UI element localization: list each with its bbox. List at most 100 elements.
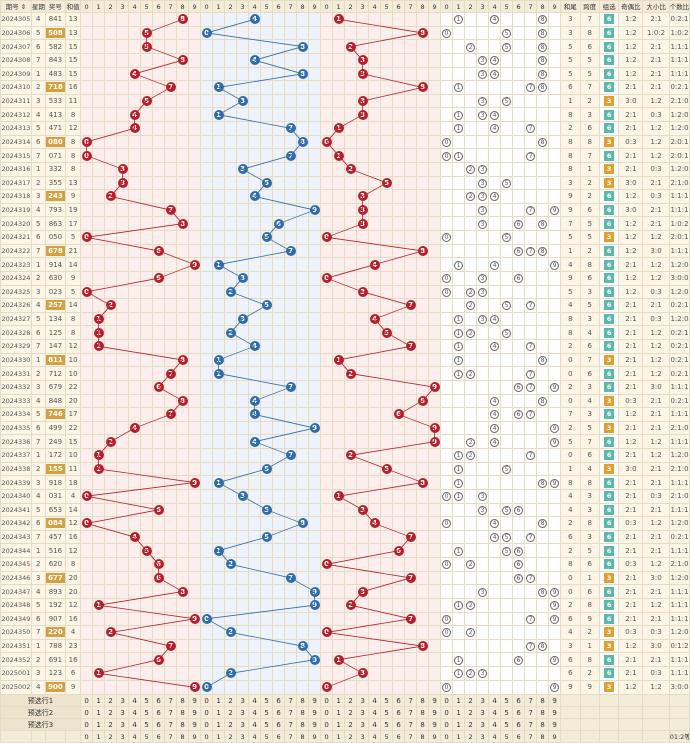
preselect-cell[interactable]: 7 [284, 718, 298, 731]
preselect-cell[interactable]: 6 [152, 694, 166, 707]
preselect-cell[interactable]: 1 [92, 718, 106, 731]
preselect-cell[interactable]: 4 [488, 694, 502, 707]
preselect-cell[interactable]: 0 [200, 694, 214, 707]
preselect-cell[interactable]: 3 [116, 706, 130, 719]
preselect-cell[interactable]: 1 [332, 694, 346, 707]
preselect-cell[interactable]: 3 [236, 718, 250, 731]
preselect-cell[interactable]: 2 [224, 694, 238, 707]
preselect-cell[interactable]: 4 [488, 718, 502, 731]
preselect-cell[interactable]: 5 [260, 718, 274, 731]
preselect-cell[interactable]: 9 [308, 694, 322, 707]
preselect-cell[interactable]: 2 [344, 694, 358, 707]
preselect-cell[interactable]: 0 [320, 706, 334, 719]
preselect-cell[interactable]: 5 [380, 694, 394, 707]
preselect-cell[interactable]: 6 [392, 718, 406, 731]
preselect-cell[interactable]: 8 [536, 706, 550, 719]
preselect-cell[interactable]: 4 [128, 718, 142, 731]
preselect-cell[interactable]: 0 [320, 694, 334, 707]
preselect-cell[interactable]: 6 [512, 694, 526, 707]
preselect-cell[interactable]: 4 [368, 694, 382, 707]
preselect-cell[interactable]: 6 [152, 706, 166, 719]
preselect-cell[interactable]: 5 [260, 694, 274, 707]
preselect-cell[interactable]: 7 [164, 718, 178, 731]
preselect-cell[interactable]: 9 [188, 706, 202, 719]
header-issue[interactable]: 期号 ⇕ [0, 0, 32, 13]
preselect-cell[interactable]: 1 [452, 706, 466, 719]
preselect-row[interactable]: 预选行3 0 1 2 3 4 5 6 7 8 9 0 1 2 3 4 5 6 7 8 9 0 1 2 3 4 5 6 7 8 9 0 1 2 3 4 5… [0, 718, 690, 731]
preselect-cell[interactable]: 4 [368, 706, 382, 719]
preselect-cell[interactable]: 5 [500, 718, 514, 731]
preselect-cell[interactable]: 4 [128, 706, 142, 719]
preselect-cell[interactable]: 0 [80, 706, 94, 719]
preselect-cell[interactable]: 8 [536, 694, 550, 707]
preselect-cell[interactable]: 1 [332, 706, 346, 719]
preselect-cell[interactable]: 5 [140, 718, 154, 731]
preselect-cell[interactable]: 1 [92, 694, 106, 707]
preselect-cell[interactable]: 6 [512, 706, 526, 719]
preselect-cell[interactable]: 1 [212, 718, 226, 731]
preselect-cell[interactable]: 7 [524, 718, 538, 731]
preselect-cell[interactable]: 1 [212, 706, 226, 719]
preselect-cell[interactable]: 7 [404, 706, 418, 719]
preselect-cell[interactable]: 3 [476, 706, 490, 719]
preselect-cell[interactable]: 4 [128, 694, 142, 707]
preselect-cell[interactable]: 3 [116, 694, 130, 707]
preselect-cell[interactable]: 7 [404, 694, 418, 707]
preselect-cell[interactable]: 9 [428, 718, 442, 731]
preselect-cell[interactable]: 7 [284, 706, 298, 719]
preselect-cell[interactable]: 9 [188, 718, 202, 731]
preselect-cell[interactable]: 3 [356, 718, 370, 731]
preselect-cell[interactable]: 1 [92, 706, 106, 719]
preselect-cell[interactable]: 7 [164, 694, 178, 707]
preselect-cell[interactable]: 3 [356, 706, 370, 719]
preselect-cell[interactable]: 7 [524, 694, 538, 707]
preselect-cell[interactable]: 0 [200, 706, 214, 719]
preselect-cell[interactable]: 8 [176, 706, 190, 719]
preselect-cell[interactable]: 5 [260, 706, 274, 719]
preselect-cell[interactable]: 2 [464, 706, 478, 719]
preselect-cell[interactable]: 7 [524, 706, 538, 719]
preselect-cell[interactable]: 0 [440, 694, 454, 707]
preselect-cell[interactable]: 6 [512, 718, 526, 731]
preselect-cell[interactable]: 9 [548, 706, 562, 719]
preselect-cell[interactable]: 7 [404, 718, 418, 731]
preselect-cell[interactable]: 0 [80, 718, 94, 731]
preselect-cell[interactable]: 0 [80, 694, 94, 707]
preselect-cell[interactable]: 9 [428, 706, 442, 719]
preselect-cell[interactable]: 0 [200, 718, 214, 731]
preselect-cell[interactable]: 2 [224, 706, 238, 719]
preselect-cell[interactable]: 8 [416, 718, 430, 731]
preselect-cell[interactable]: 1 [212, 694, 226, 707]
preselect-cell[interactable]: 5 [380, 706, 394, 719]
preselect-cell[interactable]: 2 [464, 694, 478, 707]
preselect-cell[interactable]: 8 [296, 718, 310, 731]
preselect-cell[interactable]: 2 [464, 718, 478, 731]
preselect-cell[interactable]: 9 [548, 694, 562, 707]
preselect-cell[interactable]: 6 [272, 706, 286, 719]
preselect-cell[interactable]: 6 [392, 694, 406, 707]
preselect-cell[interactable]: 0 [440, 718, 454, 731]
preselect-cell[interactable]: 2 [104, 694, 118, 707]
preselect-cell[interactable]: 3 [356, 694, 370, 707]
preselect-cell[interactable]: 5 [140, 706, 154, 719]
preselect-cell[interactable]: 8 [416, 706, 430, 719]
preselect-cell[interactable]: 9 [188, 694, 202, 707]
preselect-cell[interactable]: 6 [272, 694, 286, 707]
preselect-cell[interactable]: 8 [296, 694, 310, 707]
preselect-cell[interactable]: 3 [236, 706, 250, 719]
preselect-row[interactable]: 预选行1 0 1 2 3 4 5 6 7 8 9 0 1 2 3 4 5 6 7 8 9 0 1 2 3 4 5 6 7 8 9 0 1 2 3 4 5… [0, 694, 690, 707]
preselect-cell[interactable]: 0 [320, 718, 334, 731]
preselect-cell[interactable]: 4 [248, 718, 262, 731]
preselect-cell[interactable]: 0 [440, 706, 454, 719]
preselect-cell[interactable]: 8 [416, 694, 430, 707]
preselect-cell[interactable]: 2 [224, 718, 238, 731]
preselect-cell[interactable]: 4 [248, 706, 262, 719]
preselect-cell[interactable]: 4 [488, 706, 502, 719]
preselect-cell[interactable]: 4 [368, 718, 382, 731]
preselect-cell[interactable]: 2 [344, 718, 358, 731]
preselect-cell[interactable]: 8 [176, 718, 190, 731]
preselect-cell[interactable]: 1 [452, 718, 466, 731]
preselect-cell[interactable]: 6 [392, 706, 406, 719]
preselect-cell[interactable]: 1 [452, 694, 466, 707]
preselect-cell[interactable]: 7 [164, 706, 178, 719]
